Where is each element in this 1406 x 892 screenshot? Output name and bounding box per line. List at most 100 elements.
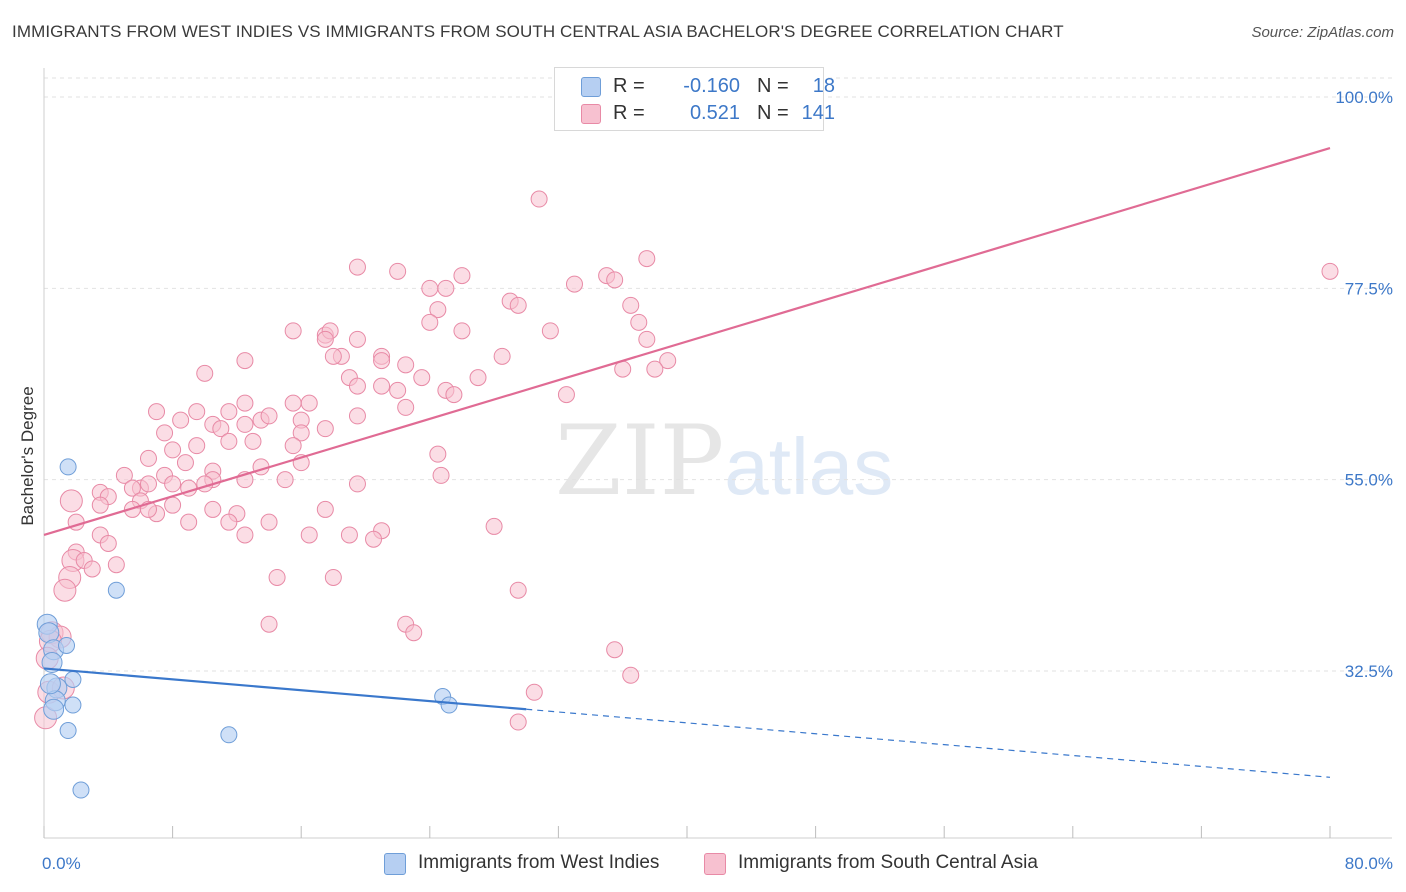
x-tick-label: 0.0% — [42, 854, 81, 873]
watermark: ZIPatlas — [555, 405, 893, 517]
data-point-south-central-asia — [300, 394, 318, 412]
trend-lines — [43, 146, 1331, 778]
axes — [43, 68, 1392, 839]
trend-line-west-indies — [43, 667, 527, 711]
n-key: N = — [757, 75, 789, 97]
data-point-south-central-asia — [188, 403, 206, 421]
data-point-south-central-asia — [324, 568, 342, 586]
watermark-zip: ZIP — [555, 405, 725, 517]
data-point-south-central-asia — [1321, 262, 1339, 280]
data-point-south-central-asia — [525, 683, 543, 701]
data-point-south-central-asia — [164, 475, 182, 493]
data-point-south-central-asia — [236, 526, 254, 544]
y-tick-label: 77.5% — [1345, 279, 1393, 298]
series-legend: Immigrants from West Indies Immigrants f… — [0, 852, 1406, 878]
stats-legend: R = -0.160 N = 18 R = 0.521 N = 141 — [554, 67, 835, 131]
data-point-south-central-asia — [530, 190, 548, 208]
data-point-west-indies — [220, 726, 238, 744]
data-point-south-central-asia — [445, 386, 463, 404]
data-point-south-central-asia — [164, 496, 182, 514]
data-point-south-central-asia — [220, 403, 238, 421]
data-point-south-central-asia — [324, 347, 342, 365]
data-point-south-central-asia — [509, 296, 527, 314]
data-point-south-central-asia — [139, 449, 157, 467]
data-point-south-central-asia — [59, 489, 83, 513]
data-point-south-central-asia — [220, 513, 238, 531]
data-point-south-central-asia — [316, 500, 334, 518]
data-point-south-central-asia — [565, 275, 583, 293]
data-point-south-central-asia — [453, 322, 471, 340]
source-label: Source: ZipAtlas.com — [1251, 24, 1394, 41]
data-point-south-central-asia — [485, 517, 503, 535]
data-point-south-central-asia — [260, 615, 278, 633]
data-point-south-central-asia — [432, 466, 450, 484]
data-point-south-central-asia — [115, 466, 133, 484]
data-point-south-central-asia — [469, 369, 487, 387]
data-point-south-central-asia — [389, 381, 407, 399]
r-value: 0.521 — [689, 102, 740, 124]
series-west-indies — [36, 458, 458, 799]
data-point-south-central-asia — [284, 394, 302, 412]
data-point-south-central-asia — [638, 250, 656, 268]
data-point-south-central-asia — [453, 267, 471, 285]
data-point-south-central-asia — [365, 530, 383, 548]
data-point-west-indies — [107, 581, 125, 599]
y-tick-label: 100.0% — [1335, 88, 1393, 107]
data-point-west-indies — [440, 696, 458, 714]
data-point-south-central-asia — [292, 424, 310, 442]
data-point-south-central-asia — [348, 377, 366, 395]
data-point-west-indies — [58, 636, 76, 654]
r-key: R = — [613, 102, 645, 124]
data-point-south-central-asia — [172, 411, 190, 429]
data-point-south-central-asia — [389, 262, 407, 280]
legend-swatch-blue — [384, 853, 406, 875]
r-value: -0.160 — [683, 75, 740, 97]
data-point-south-central-asia — [557, 386, 575, 404]
data-point-south-central-asia — [373, 352, 391, 370]
data-point-south-central-asia — [139, 475, 157, 493]
data-point-south-central-asia — [176, 454, 194, 472]
data-point-south-central-asia — [268, 568, 286, 586]
data-point-south-central-asia — [236, 394, 254, 412]
y-tick-label: 32.5% — [1345, 662, 1393, 681]
data-point-south-central-asia — [316, 420, 334, 438]
tick-labels: 32.5% 55.0% 77.5% 100.0% 0.0% 80.0% — [42, 88, 1393, 873]
data-point-south-central-asia — [622, 296, 640, 314]
data-point-south-central-asia — [638, 330, 656, 348]
data-point-south-central-asia — [156, 424, 174, 442]
n-key: N = — [757, 102, 789, 124]
data-point-south-central-asia — [260, 407, 278, 425]
data-point-south-central-asia — [421, 313, 439, 331]
data-point-south-central-asia — [397, 356, 415, 374]
legend-label: Immigrants from West Indies — [418, 852, 660, 873]
n-value: 18 — [812, 75, 835, 97]
data-point-west-indies — [43, 698, 65, 720]
data-point-south-central-asia — [236, 352, 254, 370]
data-point-south-central-asia — [659, 352, 677, 370]
x-tick-label: 80.0% — [1345, 854, 1393, 873]
data-point-south-central-asia — [99, 534, 117, 552]
data-point-south-central-asia — [53, 578, 77, 602]
data-point-south-central-asia — [437, 279, 455, 297]
data-point-south-central-asia — [413, 369, 431, 387]
data-point-west-indies — [64, 671, 82, 689]
data-point-south-central-asia — [164, 441, 182, 459]
data-point-south-central-asia — [630, 313, 648, 331]
data-point-south-central-asia — [83, 560, 101, 578]
data-point-west-indies — [72, 781, 90, 799]
data-point-south-central-asia — [212, 420, 230, 438]
data-point-west-indies — [64, 696, 82, 714]
r-key: R = — [613, 75, 645, 97]
data-point-west-indies — [41, 651, 63, 673]
y-tick-label: 55.0% — [1345, 471, 1393, 490]
trend-line-south-central-asia — [43, 146, 1331, 536]
data-point-south-central-asia — [646, 360, 664, 378]
data-point-south-central-asia — [509, 713, 527, 731]
data-point-south-central-asia — [622, 666, 640, 684]
legend-swatch-blue — [581, 77, 601, 97]
data-point-west-indies — [59, 458, 77, 476]
legend-swatch-pink — [581, 104, 601, 124]
data-point-south-central-asia — [148, 403, 166, 421]
data-point-south-central-asia — [123, 479, 141, 497]
